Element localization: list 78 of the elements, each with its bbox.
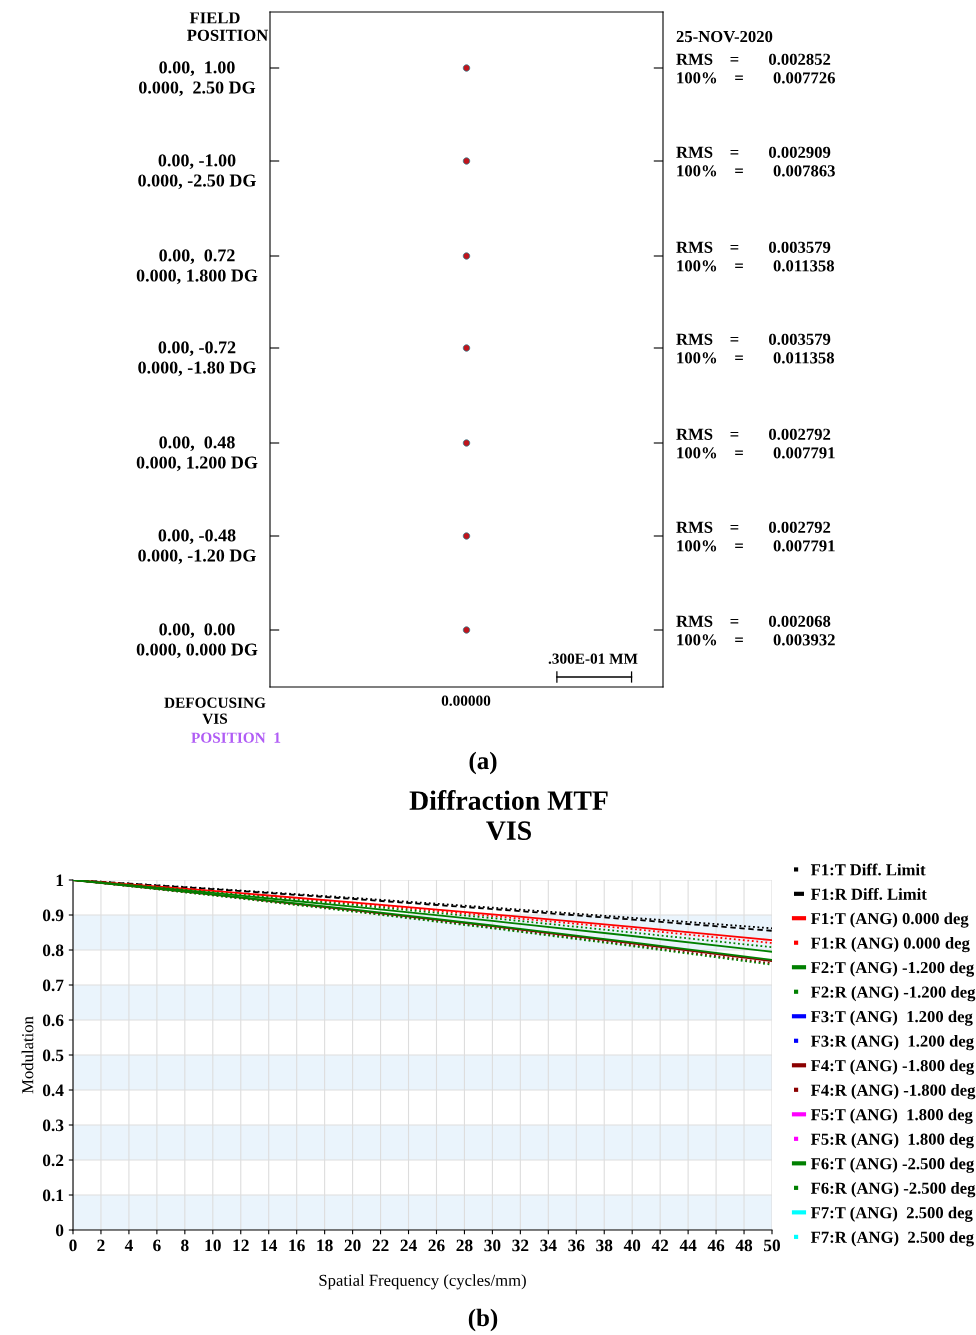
legend-label: F1:T Diff. Limit: [810, 863, 926, 876]
text: .300E-01 MM: [548, 653, 638, 664]
x-tick-label: 50: [764, 1239, 781, 1252]
y-tick-label: 0: [55, 1224, 64, 1237]
text: 25-NOV-2020: [676, 30, 773, 43]
x-tick-label: 4: [124, 1239, 133, 1252]
text: 0.00, 0.48 0.000, 1.200 DG: [136, 436, 258, 472]
x-tick-label: 28: [456, 1239, 473, 1252]
x-tick-label: 34: [540, 1239, 557, 1252]
x-axis-title: Spatial Frequency (cycles/mm): [319, 1274, 526, 1290]
legend-label: F1:R Diff. Limit: [810, 887, 927, 900]
text: FIELD POSITION: [187, 12, 269, 41]
x-tick-label: 24: [400, 1239, 417, 1252]
x-tick-label: 6: [153, 1239, 161, 1252]
legend-label: F1:R (ANG) 0.000 deg: [810, 936, 970, 953]
x-tick-label: 44: [679, 1239, 697, 1252]
text: 0.00, 0.00 0.000, 0.000 DG: [136, 623, 258, 659]
text: (a): [469, 751, 497, 775]
x-tick-label: 30: [484, 1239, 501, 1252]
legend-label: F2:T (ANG) -1.200 deg: [810, 961, 975, 977]
text: 0.00, -0.48 0.000, -1.20 DG: [138, 529, 256, 565]
text: 0.00, -1.00 0.000, -2.50 DG: [138, 154, 256, 190]
text: POSITION 1: [191, 732, 281, 743]
legend-label: F3:R (ANG) 1.200 deg: [810, 1035, 974, 1051]
text: RMS = 0.002909 100% = 0.007863: [676, 146, 835, 177]
text: (b): [468, 1308, 498, 1332]
y-tick-label: 0.2: [42, 1154, 64, 1167]
x-tick-label: 20: [344, 1239, 361, 1252]
text: 0.00, 0.72 0.000, 1.800 DG: [136, 249, 258, 285]
x-tick-label: 38: [596, 1239, 613, 1252]
legend-label: F3:T (ANG) 1.200 deg: [810, 1010, 973, 1026]
legend-label: F5:R (ANG) 1.800 deg: [810, 1133, 974, 1149]
x-tick-label: 16: [289, 1239, 305, 1252]
x-tick-label: 18: [317, 1239, 333, 1252]
x-tick-label: 40: [623, 1239, 641, 1252]
text: 0.00, -0.72 0.000, -1.80 DG: [138, 341, 256, 377]
x-tick-label: 46: [707, 1239, 725, 1252]
x-tick-label: 2: [97, 1239, 105, 1252]
x-tick-label: 22: [372, 1239, 389, 1252]
y-tick-label: 0.6: [42, 1014, 64, 1027]
x-tick-label: 0: [69, 1239, 77, 1252]
x-tick-label: 8: [181, 1239, 189, 1252]
legend-label: F4:T (ANG) -1.800 deg: [810, 1059, 975, 1075]
text: RMS = 0.002792 100% = 0.007791: [676, 521, 835, 552]
y-tick-label: 0.5: [42, 1049, 64, 1062]
x-tick-label: 32: [512, 1239, 529, 1252]
y-tick-label: 0.3: [42, 1119, 64, 1132]
y-tick-label: 0.1: [42, 1189, 64, 1202]
legend-label: F7:R (ANG) 2.500 deg: [810, 1231, 974, 1247]
x-tick-label: 26: [428, 1239, 445, 1252]
legend-label: F7:T (ANG) 2.500 deg: [810, 1206, 973, 1222]
chart-title: Diffraction MTF VIS: [409, 790, 608, 841]
y-tick-label: 0.7: [42, 979, 64, 992]
text: RMS = 0.002792 100% = 0.007791: [676, 428, 835, 459]
x-tick-label: 42: [651, 1239, 669, 1252]
legend-label: F4:R (ANG) -1.800 deg: [810, 1084, 976, 1100]
legend-label: F1:T (ANG) 0.000 deg: [810, 912, 969, 928]
legend-label: F6:R (ANG) -2.500 deg: [810, 1182, 976, 1198]
y-axis-title: Modulation: [21, 1016, 34, 1094]
x-tick-label: 48: [735, 1239, 753, 1252]
text: 0.00000: [441, 695, 491, 706]
x-tick-label: 36: [568, 1239, 585, 1252]
text: DEFOCUSING VIS: [164, 697, 266, 724]
y-tick-label: 0.9: [42, 909, 64, 922]
legend-label: F5:T (ANG) 1.800 deg: [810, 1108, 973, 1124]
legend-label: F6:T (ANG) -2.500 deg: [810, 1157, 975, 1173]
text: RMS = 0.002852 100% = 0.007726: [676, 53, 836, 84]
x-tick-label: 10: [205, 1239, 221, 1252]
x-tick-label: 12: [233, 1239, 249, 1252]
y-tick-label: 0.4: [42, 1084, 64, 1097]
y-tick-label: 0.8: [42, 944, 64, 957]
y-tick-label: 1: [56, 874, 64, 887]
legend-label: F2:R (ANG) -1.200 deg: [810, 986, 976, 1002]
x-tick-label: 14: [261, 1239, 278, 1252]
text: RMS = 0.002068 100% = 0.003932: [676, 615, 835, 646]
text: 0.00, 1.00 0.000, 2.50 DG: [139, 61, 256, 97]
text: RMS = 0.003579 100% = 0.011358: [676, 241, 835, 272]
text: RMS = 0.003579 100% = 0.011358: [676, 333, 835, 364]
